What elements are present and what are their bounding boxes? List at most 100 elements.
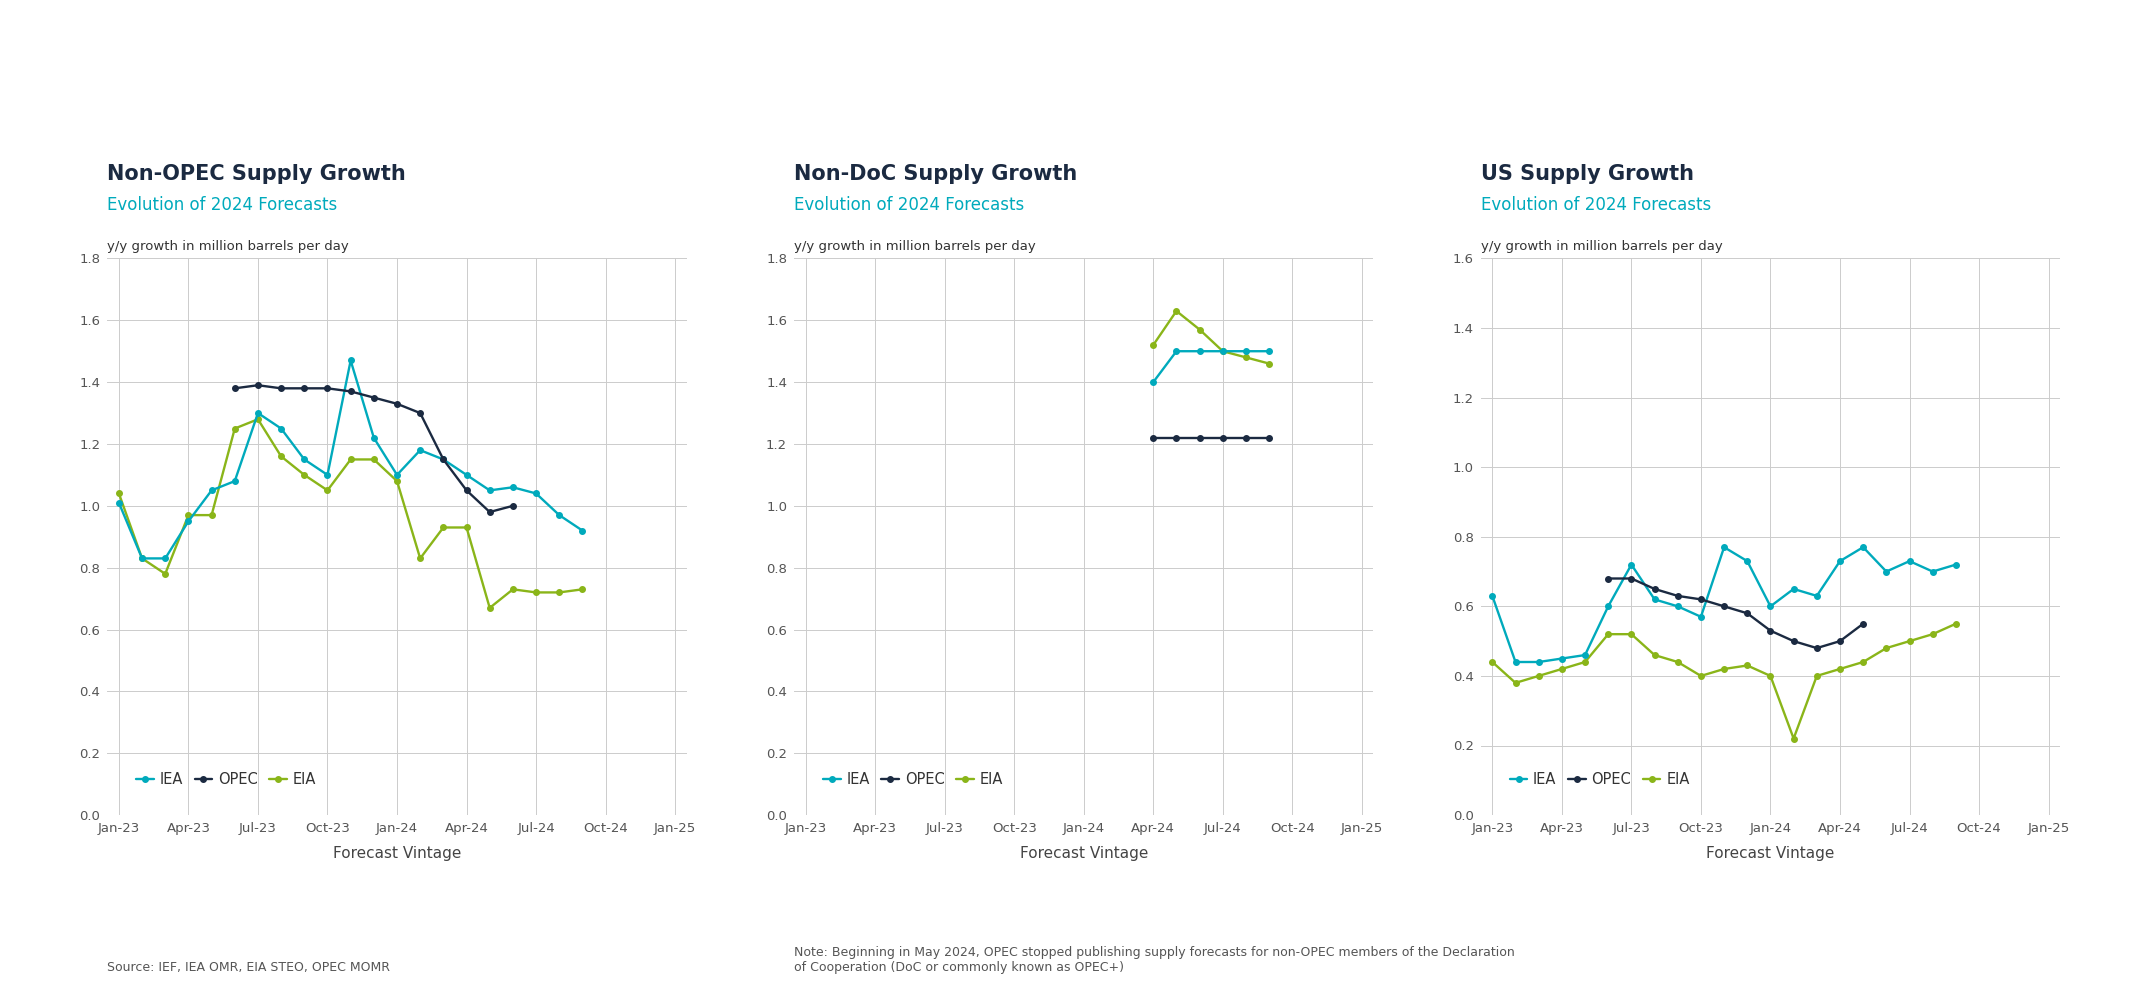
EIA bbox=[361, 453, 386, 465]
Line: IEA: IEA bbox=[1150, 349, 1273, 385]
IEA bbox=[1234, 345, 1260, 357]
X-axis label: Forecast Vintage: Forecast Vintage bbox=[1706, 846, 1835, 861]
EIA bbox=[152, 568, 178, 580]
EIA bbox=[1873, 642, 1899, 654]
EIA bbox=[1942, 617, 1968, 630]
IEA bbox=[200, 484, 225, 496]
Text: Source: IEF, IEA OMR, EIA STEO, OPEC MOMR: Source: IEF, IEA OMR, EIA STEO, OPEC MOM… bbox=[107, 961, 391, 974]
OPEC bbox=[1781, 635, 1807, 647]
EIA bbox=[1526, 670, 1552, 682]
IEA bbox=[245, 408, 270, 419]
OPEC bbox=[1234, 431, 1260, 443]
EIA bbox=[547, 586, 573, 598]
EIA bbox=[315, 484, 341, 496]
EIA bbox=[221, 422, 247, 434]
OPEC bbox=[1642, 582, 1667, 594]
OPEC bbox=[1758, 624, 1783, 636]
IEA bbox=[1921, 566, 1946, 578]
IEA bbox=[1826, 555, 1852, 567]
IEA bbox=[1873, 566, 1899, 578]
Text: Evolution of 2024 Forecasts: Evolution of 2024 Forecasts bbox=[107, 196, 337, 214]
EIA bbox=[1573, 656, 1599, 668]
IEA bbox=[1502, 656, 1528, 668]
EIA bbox=[1163, 305, 1189, 317]
IEA bbox=[129, 553, 155, 565]
Text: Evolution of 2024 Forecasts: Evolution of 2024 Forecasts bbox=[794, 196, 1024, 214]
IEA bbox=[453, 469, 479, 481]
EIA bbox=[1502, 677, 1528, 689]
EIA bbox=[337, 453, 363, 465]
Line: EIA: EIA bbox=[1489, 621, 1959, 742]
EIA bbox=[1255, 358, 1281, 370]
IEA bbox=[1850, 541, 1876, 553]
OPEC bbox=[1140, 431, 1165, 443]
IEA bbox=[292, 453, 318, 465]
IEA bbox=[1758, 600, 1783, 612]
IEA bbox=[408, 444, 433, 456]
X-axis label: Forecast Vintage: Forecast Vintage bbox=[333, 846, 461, 861]
IEA bbox=[1805, 589, 1831, 601]
Text: Note: Beginning in May 2024, OPEC stopped publishing supply forecasts for non-OP: Note: Beginning in May 2024, OPEC stoppe… bbox=[794, 946, 1515, 974]
IEA bbox=[547, 509, 573, 521]
Text: US Supply Growth: US Supply Growth bbox=[1481, 164, 1693, 184]
EIA bbox=[1618, 628, 1644, 640]
Text: Non-OPEC Supply Growth: Non-OPEC Supply Growth bbox=[107, 164, 406, 184]
EIA bbox=[1921, 628, 1946, 640]
EIA bbox=[200, 509, 225, 521]
EIA bbox=[1187, 324, 1212, 336]
IEA bbox=[337, 355, 363, 367]
IEA bbox=[1210, 345, 1236, 357]
IEA bbox=[1526, 656, 1552, 668]
EIA bbox=[1594, 628, 1620, 640]
OPEC bbox=[1710, 600, 1736, 612]
OPEC bbox=[1163, 431, 1189, 443]
Legend: IEA, OPEC, EIA: IEA, OPEC, EIA bbox=[1504, 767, 1693, 791]
Text: Evolution of 2024 Forecasts: Evolution of 2024 Forecasts bbox=[1481, 196, 1710, 214]
OPEC bbox=[453, 484, 479, 496]
IEA bbox=[1642, 593, 1667, 605]
Legend: IEA, OPEC, EIA: IEA, OPEC, EIA bbox=[818, 767, 1006, 791]
EIA bbox=[1642, 649, 1667, 661]
EIA bbox=[129, 553, 155, 565]
Text: y/y growth in million barrels per day: y/y growth in million barrels per day bbox=[107, 241, 350, 253]
IEA bbox=[152, 553, 178, 565]
IEA bbox=[384, 469, 410, 481]
OPEC bbox=[1187, 431, 1212, 443]
IEA bbox=[1781, 582, 1807, 594]
OPEC bbox=[1594, 573, 1620, 584]
OPEC bbox=[1618, 573, 1644, 584]
OPEC bbox=[1826, 635, 1852, 647]
IEA bbox=[1573, 649, 1599, 661]
IEA bbox=[524, 487, 549, 499]
IEA bbox=[176, 515, 202, 527]
OPEC bbox=[500, 500, 526, 512]
OPEC bbox=[431, 453, 457, 465]
Text: y/y growth in million barrels per day: y/y growth in million barrels per day bbox=[1481, 241, 1723, 253]
IEA bbox=[1710, 541, 1736, 553]
EIA bbox=[1781, 733, 1807, 745]
OPEC bbox=[221, 383, 247, 395]
EIA bbox=[1549, 663, 1575, 675]
IEA bbox=[1187, 345, 1212, 357]
EIA bbox=[1826, 663, 1852, 675]
Line: OPEC: OPEC bbox=[232, 383, 515, 515]
EIA bbox=[431, 522, 457, 534]
Legend: IEA, OPEC, EIA: IEA, OPEC, EIA bbox=[131, 767, 320, 791]
OPEC bbox=[1734, 607, 1760, 619]
EIA bbox=[453, 522, 479, 534]
EIA bbox=[268, 450, 294, 462]
Text: Non-DoC Supply Growth: Non-DoC Supply Growth bbox=[794, 164, 1077, 184]
OPEC bbox=[1255, 431, 1281, 443]
IEA bbox=[361, 431, 386, 443]
IEA bbox=[1255, 345, 1281, 357]
EIA bbox=[1734, 660, 1760, 672]
OPEC bbox=[1210, 431, 1236, 443]
EIA bbox=[500, 583, 526, 595]
IEA bbox=[221, 475, 247, 487]
IEA bbox=[268, 422, 294, 434]
IEA bbox=[1897, 555, 1923, 567]
EIA bbox=[292, 469, 318, 481]
EIA bbox=[1850, 656, 1876, 668]
OPEC bbox=[268, 383, 294, 395]
EIA bbox=[1805, 670, 1831, 682]
